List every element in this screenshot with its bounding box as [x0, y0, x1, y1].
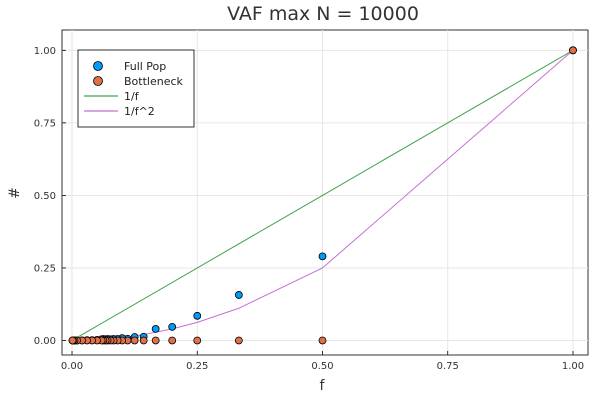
x-tick-label: 0.50	[311, 361, 333, 372]
point-full-pop	[318, 252, 327, 261]
point-bottleneck	[139, 336, 148, 345]
plot-frame	[61, 29, 589, 356]
y-tick-label: 0.50	[34, 191, 56, 202]
point-bottleneck	[151, 336, 160, 345]
legend-marker	[93, 61, 103, 71]
grid	[62, 30, 588, 355]
point-bottleneck	[193, 336, 202, 345]
point-bottleneck	[130, 336, 139, 345]
legend: Full Pop Bottleneck 1/f 1/f^2	[77, 49, 195, 128]
y-tick-label: 1.00	[34, 46, 56, 57]
legend-marker	[93, 76, 103, 86]
point-bottleneck	[569, 46, 577, 55]
x-axis-label: f	[320, 378, 326, 394]
point-full-pop	[168, 322, 177, 331]
x-tick-label: 1.00	[562, 361, 584, 372]
legend-label: 1/f	[124, 90, 140, 103]
y-tick-label: 0.00	[34, 336, 56, 347]
point-bottleneck	[234, 336, 243, 345]
point-bottleneck	[318, 336, 327, 345]
y-axis-label: #	[7, 187, 23, 199]
x-tick-label: 0.00	[61, 361, 83, 372]
y-tick-label: 0.75	[34, 118, 56, 129]
legend-label: Bottleneck	[124, 75, 184, 88]
legend-label: Full Pop	[124, 60, 166, 73]
x-axis-ticks: 0.00 0.25 0.50 0.75 1.00	[61, 351, 584, 372]
legend-label: 1/f^2	[124, 105, 155, 118]
y-axis-ticks: 0.00 0.25 0.50 0.75 1.00	[34, 46, 66, 347]
scatter-series	[68, 46, 577, 345]
point-bottleneck	[168, 336, 177, 345]
x-tick-label: 0.75	[437, 361, 459, 372]
point-full-pop	[234, 291, 243, 299]
y-tick-label: 0.25	[34, 263, 56, 274]
x-tick-label: 0.25	[186, 361, 208, 372]
series-line-1-f	[71, 49, 574, 341]
point-full-pop	[151, 324, 160, 333]
point-bottleneck	[68, 336, 77, 345]
chart-title: VAF max N = 10000	[227, 3, 419, 25]
point-full-pop	[193, 311, 202, 320]
